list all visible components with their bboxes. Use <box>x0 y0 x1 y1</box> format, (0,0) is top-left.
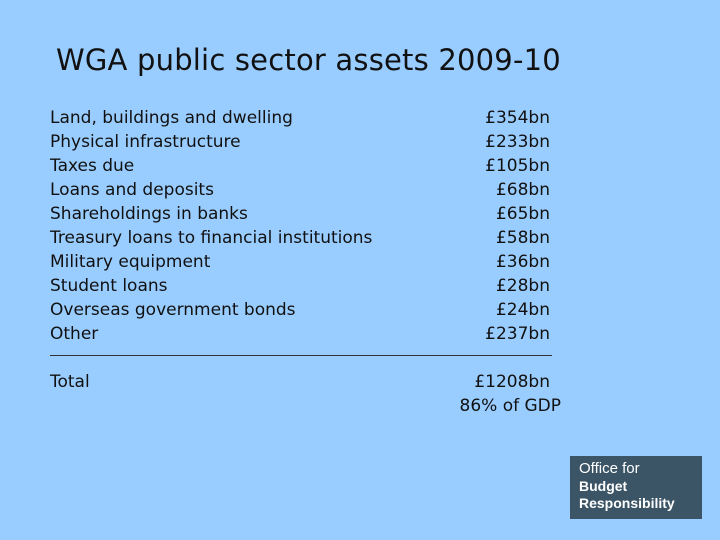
table-row: Shareholdings in banks £65bn <box>50 202 570 226</box>
asset-label: Military equipment <box>50 252 211 272</box>
asset-label: Loans and deposits <box>50 180 214 200</box>
asset-label: Treasury loans to financial institutions <box>50 228 373 248</box>
slide-title: WGA public sector assets 2009-10 <box>56 43 561 77</box>
table-row: Treasury loans to financial institutions… <box>50 226 570 250</box>
asset-value: £68bn <box>495 180 550 200</box>
asset-label: Shareholdings in banks <box>50 204 248 224</box>
total-value: £1208bn <box>474 372 550 392</box>
asset-value: £36bn <box>495 252 550 272</box>
total-label: Total <box>50 372 90 392</box>
table-row: Military equipment £36bn <box>50 250 570 274</box>
asset-value: £237bn <box>485 324 550 344</box>
table-row: Student loans £28bn <box>50 274 570 298</box>
logo-text-line: Office for <box>579 460 640 477</box>
asset-label: Student loans <box>50 276 168 296</box>
logo-text-line: Budget <box>579 478 628 494</box>
table-row: Physical infrastructure £233bn <box>50 130 570 154</box>
table-row: Taxes due £105bn <box>50 154 570 178</box>
logo-text-line: Responsibility <box>579 495 675 511</box>
total-divider <box>50 355 552 356</box>
asset-label: Other <box>50 324 99 344</box>
asset-label: Physical infrastructure <box>50 132 241 152</box>
asset-label: Taxes due <box>50 156 135 176</box>
asset-label: Overseas government bonds <box>50 300 296 320</box>
table-row: Other £237bn <box>50 322 570 346</box>
asset-value: £354bn <box>485 108 550 128</box>
obr-logo: Office for Budget Responsibility <box>570 456 702 519</box>
table-row: Overseas government bonds £24bn <box>50 298 570 322</box>
total-gdp-share: 86% of GDP <box>459 396 562 416</box>
asset-value: £58bn <box>495 228 550 248</box>
asset-label: Land, buildings and dwelling <box>50 108 293 128</box>
table-row: Land, buildings and dwelling £354bn <box>50 106 570 130</box>
asset-value: £105bn <box>485 156 550 176</box>
asset-value: £65bn <box>495 204 550 224</box>
asset-value: £233bn <box>485 132 550 152</box>
assets-table: Land, buildings and dwelling £354bn Phys… <box>50 106 570 346</box>
asset-value: £24bn <box>495 300 550 320</box>
table-row: Loans and deposits £68bn <box>50 178 570 202</box>
asset-value: £28bn <box>495 276 550 296</box>
